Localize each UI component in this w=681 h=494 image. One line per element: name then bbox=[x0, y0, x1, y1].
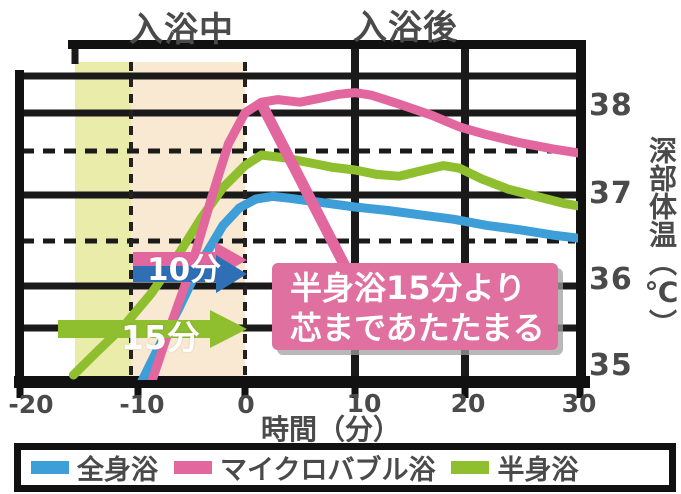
x-axis-ticks bbox=[16, 388, 584, 398]
x-tick-m10: -10 bbox=[119, 390, 165, 419]
y-axis-title: 深部体温（℃） bbox=[645, 136, 678, 337]
x-tick-m20: -20 bbox=[8, 390, 54, 419]
y-tick-35: 35 bbox=[589, 348, 633, 383]
arrow-10min-blue bbox=[133, 255, 247, 293]
y-tick-38: 38 bbox=[589, 88, 633, 123]
arrow-label-15min: 15分 bbox=[121, 318, 200, 357]
legend-label-microbubble: マイクロバブル浴 bbox=[220, 455, 436, 486]
callout-leader-line bbox=[257, 102, 353, 275]
y-tick-36: 36 bbox=[589, 262, 633, 297]
x-tick-0: 0 bbox=[237, 390, 255, 419]
phase-label-after-bath: 入浴後 bbox=[353, 8, 458, 48]
callout-text-line1: 半身浴15分より bbox=[290, 269, 526, 307]
arrow-label-10min: 10分 bbox=[147, 252, 222, 288]
gridlines-horizontal-dashed bbox=[22, 148, 575, 244]
callout-text-line2: 芯まであたたまる bbox=[290, 309, 545, 347]
legend-item-hanshin: 半身浴 bbox=[451, 448, 578, 487]
phase-label-during-bath: 入浴中 bbox=[129, 10, 234, 50]
legend-swatch-blue bbox=[31, 461, 69, 474]
callout-box: 半身浴15分より 芯まであたたまる bbox=[272, 263, 558, 350]
legend: 全身浴 マイクロバブル浴 半身浴 bbox=[14, 443, 676, 492]
legend-item-microbubble: マイクロバブル浴 bbox=[174, 448, 435, 487]
legend-swatch-green bbox=[451, 461, 490, 474]
plot-border bbox=[14, 40, 590, 388]
legend-label-hanshin: 半身浴 bbox=[497, 455, 579, 486]
legend-swatch-pink bbox=[174, 461, 212, 474]
x-axis-title: 時間（分） bbox=[260, 413, 402, 446]
series-line-microbubble bbox=[147, 88, 578, 380]
legend-label-zenshin: 全身浴 bbox=[77, 455, 158, 486]
x-tick-10: 10 bbox=[346, 389, 382, 418]
y-tick-37: 37 bbox=[589, 176, 633, 211]
chart-canvas bbox=[14, 40, 590, 398]
arrow-15min-green bbox=[58, 310, 247, 348]
legend-item-zenshin: 全身浴 bbox=[31, 448, 158, 487]
x-tick-20: 20 bbox=[450, 389, 486, 418]
x-tick-30: 30 bbox=[561, 389, 597, 418]
